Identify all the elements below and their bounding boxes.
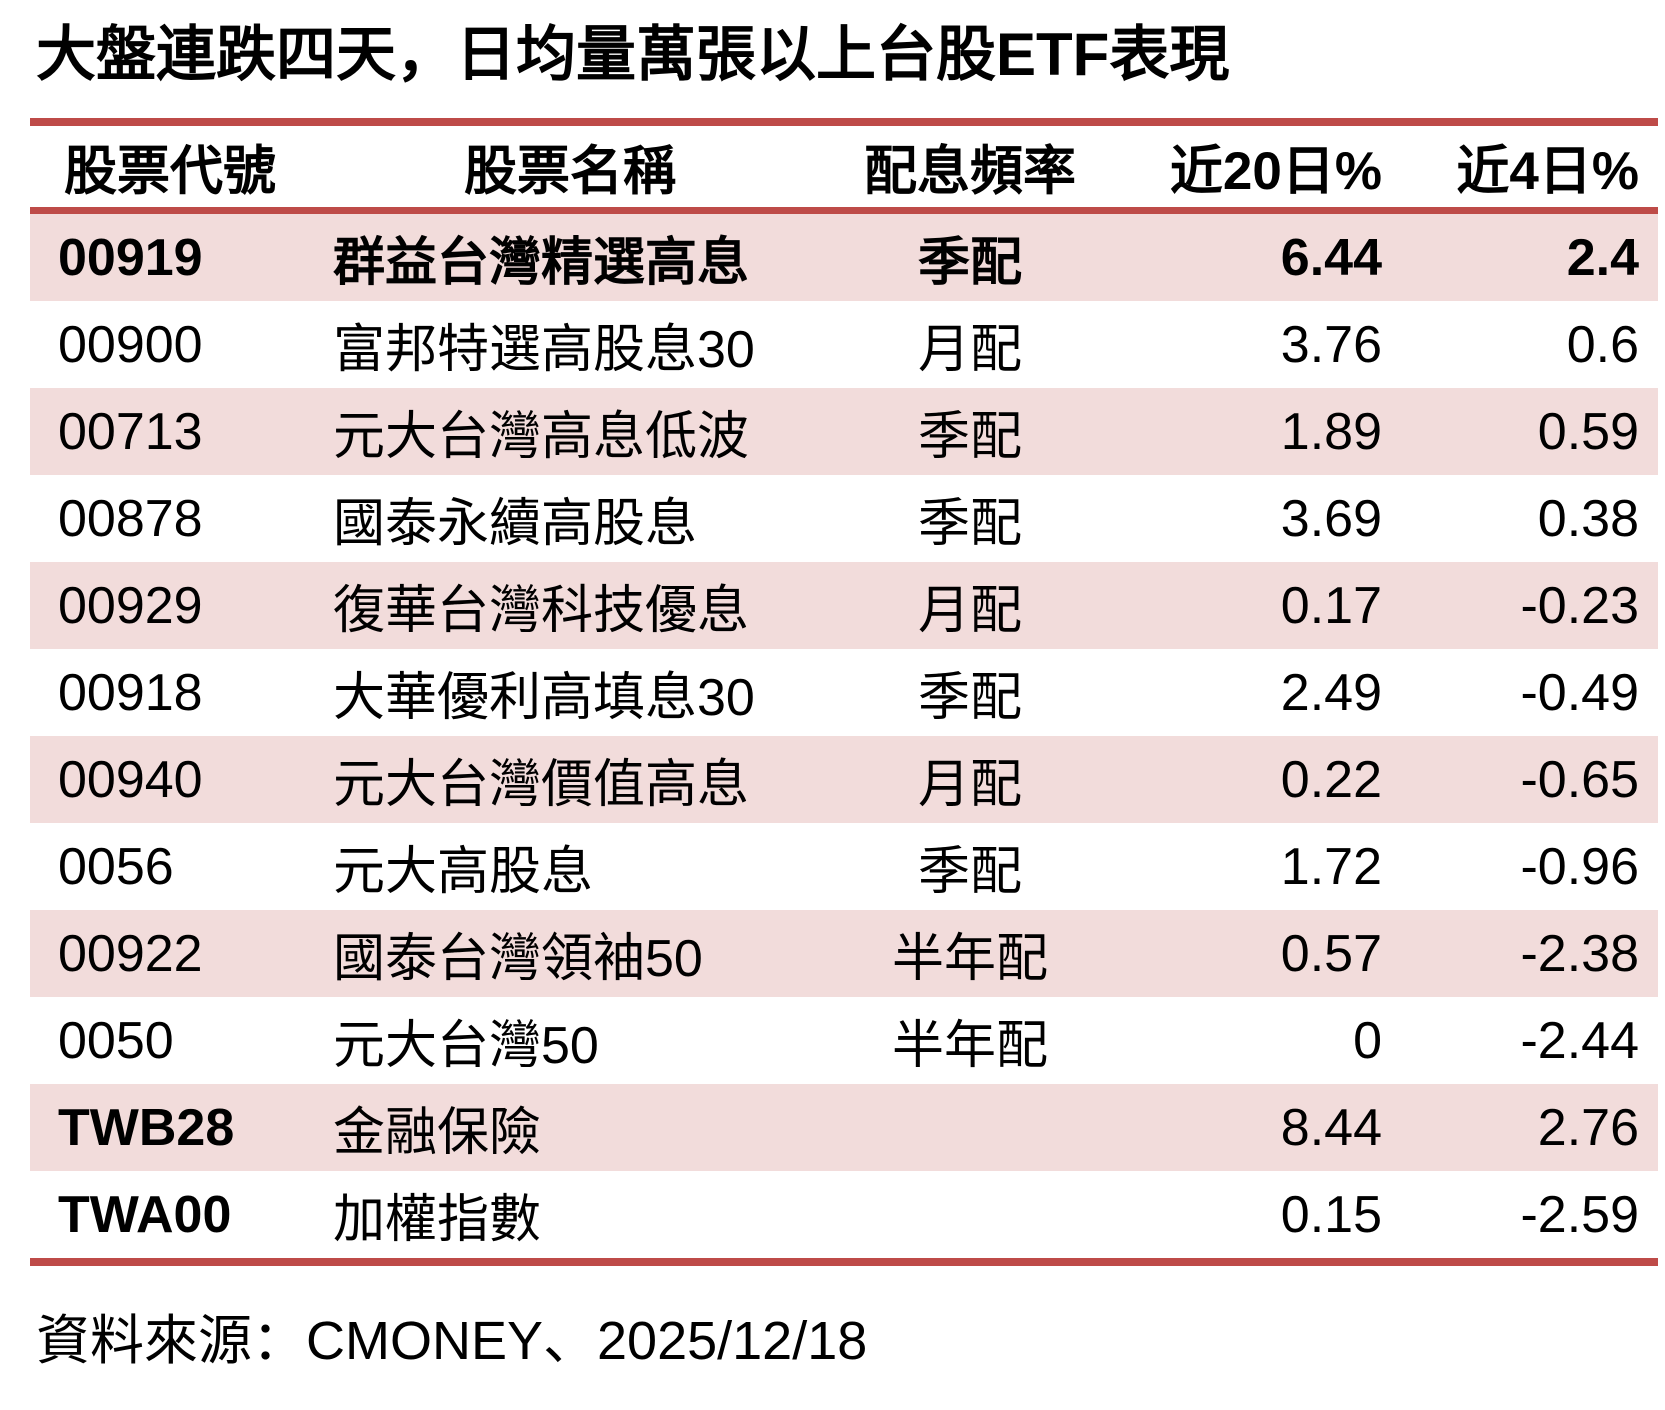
cell-stock-name: 加權指數 <box>333 1191 542 1249</box>
table-row: 00713 元大台灣高息低波 季配 1.89 0.59 <box>30 388 1658 475</box>
cell-pct-4d: -0.49 <box>1520 663 1639 722</box>
cell-stock-code: 00940 <box>58 750 203 809</box>
cell-stock-code: 0050 <box>58 1011 174 1070</box>
table-header-row: 股票代號 股票名稱 配息頻率 近20日% 近4日% <box>30 126 1658 214</box>
table-row: 00878 國泰永續高股息 季配 3.69 0.38 <box>30 475 1658 562</box>
cell-pct-4d: -2.59 <box>1520 1185 1639 1244</box>
cell-stock-name: 金融保險 <box>333 1104 542 1162</box>
cell-pct-20d: 8.44 <box>1280 1098 1382 1157</box>
table-row: 00929 復華台灣科技優息 月配 0.17 -0.23 <box>30 562 1658 649</box>
cell-pct-20d: 1.72 <box>1280 837 1382 896</box>
cell-dividend-freq: 月配 <box>917 756 1022 814</box>
cell-pct-20d: 3.76 <box>1280 315 1382 374</box>
cell-pct-4d: -2.38 <box>1520 924 1639 983</box>
cell-stock-code: 00919 <box>58 228 203 287</box>
cell-pct-4d: 0.6 <box>1566 315 1639 374</box>
cell-stock-name: 元大台灣高息低波 <box>333 408 750 466</box>
cell-dividend-freq: 季配 <box>917 669 1022 727</box>
etf-performance-table: 股票代號 股票名稱 配息頻率 近20日% 近4日% 00919 群益台灣精選高息… <box>30 118 1658 1266</box>
cell-dividend-freq: 季配 <box>917 234 1022 292</box>
table-row: 00900 富邦特選高股息30 月配 3.76 0.6 <box>30 301 1658 388</box>
table-row: TWA00 加權指數 0.15 -2.59 <box>30 1171 1658 1258</box>
table-row: 00940 元大台灣價值高息 月配 0.22 -0.65 <box>30 736 1658 823</box>
cell-stock-name: 復華台灣科技優息 <box>333 582 750 640</box>
cell-stock-name: 國泰永續高股息 <box>333 495 698 553</box>
table-row: 00922 國泰台灣領袖50 半年配 0.57 -2.38 <box>30 910 1658 997</box>
column-header-code: 股票代號 <box>64 141 276 201</box>
cell-pct-4d: 2.4 <box>1566 228 1639 287</box>
cell-dividend-freq: 季配 <box>917 843 1022 901</box>
cell-stock-code: 0056 <box>58 837 174 896</box>
cell-pct-20d: 0.15 <box>1280 1185 1382 1244</box>
cell-stock-code: 00713 <box>58 402 203 461</box>
cell-stock-name: 元大台灣50 <box>333 1017 599 1075</box>
column-header-name: 股票名稱 <box>464 141 676 201</box>
cell-pct-4d: 2.76 <box>1537 1098 1639 1157</box>
cell-stock-code: 00878 <box>58 489 203 548</box>
page-title: 大盤連跌四天，日均量萬張以上台股ETF表現 <box>36 21 1230 88</box>
cell-pct-20d: 0.57 <box>1280 924 1382 983</box>
cell-pct-20d: 0.22 <box>1280 750 1382 809</box>
cell-pct-4d: 0.38 <box>1537 489 1639 548</box>
cell-stock-name: 富邦特選高股息30 <box>333 321 755 379</box>
cell-pct-4d: -2.44 <box>1520 1011 1639 1070</box>
cell-stock-code: TWA00 <box>58 1185 232 1244</box>
cell-dividend-freq: 月配 <box>917 582 1022 640</box>
cell-pct-20d: 3.69 <box>1280 489 1382 548</box>
cell-dividend-freq: 半年配 <box>891 930 1048 988</box>
cell-pct-4d: -0.23 <box>1520 576 1639 635</box>
table-row: 0050 元大台灣50 半年配 0 -2.44 <box>30 997 1658 1084</box>
cell-dividend-freq: 季配 <box>917 495 1022 553</box>
column-header-pct4: 近4日% <box>1456 141 1639 201</box>
cell-pct-4d: -0.65 <box>1520 750 1639 809</box>
cell-pct-20d: 6.44 <box>1280 228 1382 287</box>
cell-stock-name: 元大台灣價值高息 <box>333 756 750 814</box>
table-row: 00918 大華優利高填息30 季配 2.49 -0.49 <box>30 649 1658 736</box>
cell-pct-20d: 1.89 <box>1280 402 1382 461</box>
table-row: 0056 元大高股息 季配 1.72 -0.96 <box>30 823 1658 910</box>
cell-stock-name: 群益台灣精選高息 <box>333 234 750 292</box>
cell-stock-name: 大華優利高填息30 <box>333 669 755 727</box>
cell-stock-name: 元大高股息 <box>333 843 594 901</box>
cell-pct-20d: 2.49 <box>1280 663 1382 722</box>
column-header-freq: 配息頻率 <box>864 141 1076 201</box>
cell-pct-20d: 0.17 <box>1280 576 1382 635</box>
source-note: 資料來源：CMONEY、2025/12/18 <box>36 1311 868 1371</box>
cell-dividend-freq: 季配 <box>917 408 1022 466</box>
cell-stock-code: 00929 <box>58 576 203 635</box>
cell-stock-code: 00922 <box>58 924 203 983</box>
table-row: 00919 群益台灣精選高息 季配 6.44 2.4 <box>30 214 1658 301</box>
cell-pct-4d: 0.59 <box>1537 402 1639 461</box>
cell-pct-4d: -0.96 <box>1520 837 1639 896</box>
cell-stock-code: 00918 <box>58 663 203 722</box>
table-row: TWB28 金融保險 8.44 2.76 <box>30 1084 1658 1171</box>
cell-stock-code: 00900 <box>58 315 203 374</box>
cell-stock-code: TWB28 <box>58 1098 235 1157</box>
column-header-pct20: 近20日% <box>1169 141 1382 201</box>
cell-dividend-freq: 半年配 <box>891 1017 1048 1075</box>
cell-stock-name: 國泰台灣領袖50 <box>333 930 703 988</box>
cell-pct-20d: 0 <box>1353 1011 1382 1070</box>
table-body: 00919 群益台灣精選高息 季配 6.44 2.4 00900 富邦特選高股息… <box>30 214 1658 1258</box>
cell-dividend-freq: 月配 <box>917 321 1022 379</box>
